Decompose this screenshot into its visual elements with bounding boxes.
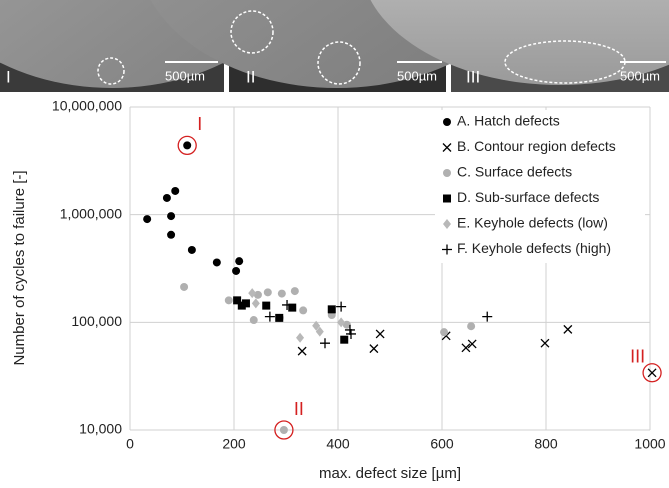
point bbox=[249, 316, 258, 325]
point bbox=[297, 346, 307, 356]
plot: 0 200 400 600 800 1000 10,000 100,000 1,000,000 1… bbox=[52, 98, 666, 452]
point bbox=[312, 320, 321, 331]
y-axis-title: Number of cycles to failure [-] bbox=[11, 170, 28, 365]
point bbox=[563, 324, 573, 334]
point bbox=[171, 186, 180, 195]
point bbox=[288, 303, 297, 312]
legend-marker bbox=[443, 219, 451, 229]
legend-label: A. Hatch defects bbox=[457, 113, 560, 129]
point bbox=[342, 320, 351, 329]
legend-label: F. Keyhole defects (high) bbox=[457, 240, 611, 256]
annotation-circle bbox=[642, 363, 662, 383]
y-tick-label: 1,000,000 bbox=[60, 205, 122, 221]
annotation-circle bbox=[177, 135, 197, 156]
point bbox=[296, 332, 305, 343]
point bbox=[235, 257, 244, 266]
point bbox=[540, 338, 550, 348]
point bbox=[299, 306, 308, 315]
point bbox=[264, 311, 275, 322]
point bbox=[647, 368, 657, 378]
x-tick-label: 1000 bbox=[634, 436, 665, 452]
point bbox=[336, 301, 347, 312]
legend-label: E. Keyhole defects (low) bbox=[457, 215, 608, 231]
x-tick-label: 800 bbox=[534, 436, 558, 452]
point bbox=[183, 141, 192, 150]
legend-marker bbox=[442, 244, 452, 255]
legend-marker bbox=[443, 169, 451, 177]
x-axis-title: max. defect size [µm] bbox=[319, 465, 461, 482]
point bbox=[482, 311, 493, 322]
point bbox=[275, 313, 284, 322]
point bbox=[337, 317, 346, 328]
point bbox=[290, 287, 299, 296]
legend-marker bbox=[442, 143, 452, 152]
legend-label: C. Surface defects bbox=[457, 164, 572, 180]
point bbox=[315, 326, 324, 337]
y-tick-label: 10,000 bbox=[79, 421, 122, 437]
image-label: I bbox=[6, 67, 11, 86]
point bbox=[467, 322, 476, 331]
image-label: III bbox=[466, 67, 480, 86]
point bbox=[143, 215, 152, 224]
annotation-circle bbox=[274, 420, 294, 440]
point bbox=[224, 296, 233, 305]
point bbox=[167, 212, 176, 221]
legend-marker bbox=[443, 118, 451, 126]
point bbox=[167, 230, 176, 239]
point bbox=[262, 301, 271, 310]
x-tick-label: 0 bbox=[126, 436, 134, 452]
image-label: II bbox=[246, 67, 255, 86]
micrograph-panel bbox=[370, 0, 669, 92]
point bbox=[241, 299, 250, 308]
point bbox=[327, 305, 336, 314]
point bbox=[251, 298, 260, 309]
point bbox=[320, 338, 330, 349]
y-tick-label: 10,000,000 bbox=[52, 98, 122, 114]
point bbox=[461, 343, 471, 353]
scale-label: 500µm bbox=[620, 68, 660, 83]
point bbox=[232, 266, 241, 275]
point bbox=[162, 193, 171, 202]
legend-label: B. Contour region defects bbox=[457, 138, 616, 154]
point bbox=[282, 299, 293, 310]
x-tick-label: 600 bbox=[430, 436, 454, 452]
point bbox=[440, 328, 449, 337]
point bbox=[277, 289, 286, 298]
point bbox=[237, 301, 246, 310]
annotation-label: I bbox=[197, 114, 202, 134]
point bbox=[346, 328, 356, 339]
point bbox=[180, 282, 189, 291]
point bbox=[344, 324, 355, 335]
point bbox=[248, 288, 257, 299]
point bbox=[263, 288, 272, 297]
x-tick-label: 200 bbox=[222, 436, 246, 452]
legend-marker bbox=[443, 194, 451, 203]
point bbox=[369, 344, 379, 354]
x-tick-label: 400 bbox=[326, 436, 350, 452]
point bbox=[467, 339, 477, 349]
scale-label: 500µm bbox=[397, 68, 437, 83]
point bbox=[233, 296, 242, 305]
point bbox=[279, 426, 288, 434]
point bbox=[187, 245, 196, 254]
legend-box bbox=[435, 110, 645, 263]
y-tick-label: 100,000 bbox=[71, 313, 122, 329]
annotation-label: III bbox=[630, 347, 645, 367]
scale-label: 500µm bbox=[165, 68, 205, 83]
point bbox=[375, 329, 385, 339]
annotation-label: II bbox=[294, 399, 304, 419]
legend-label: D. Sub-surface defects bbox=[457, 189, 599, 205]
point bbox=[340, 335, 349, 344]
point bbox=[212, 258, 221, 267]
